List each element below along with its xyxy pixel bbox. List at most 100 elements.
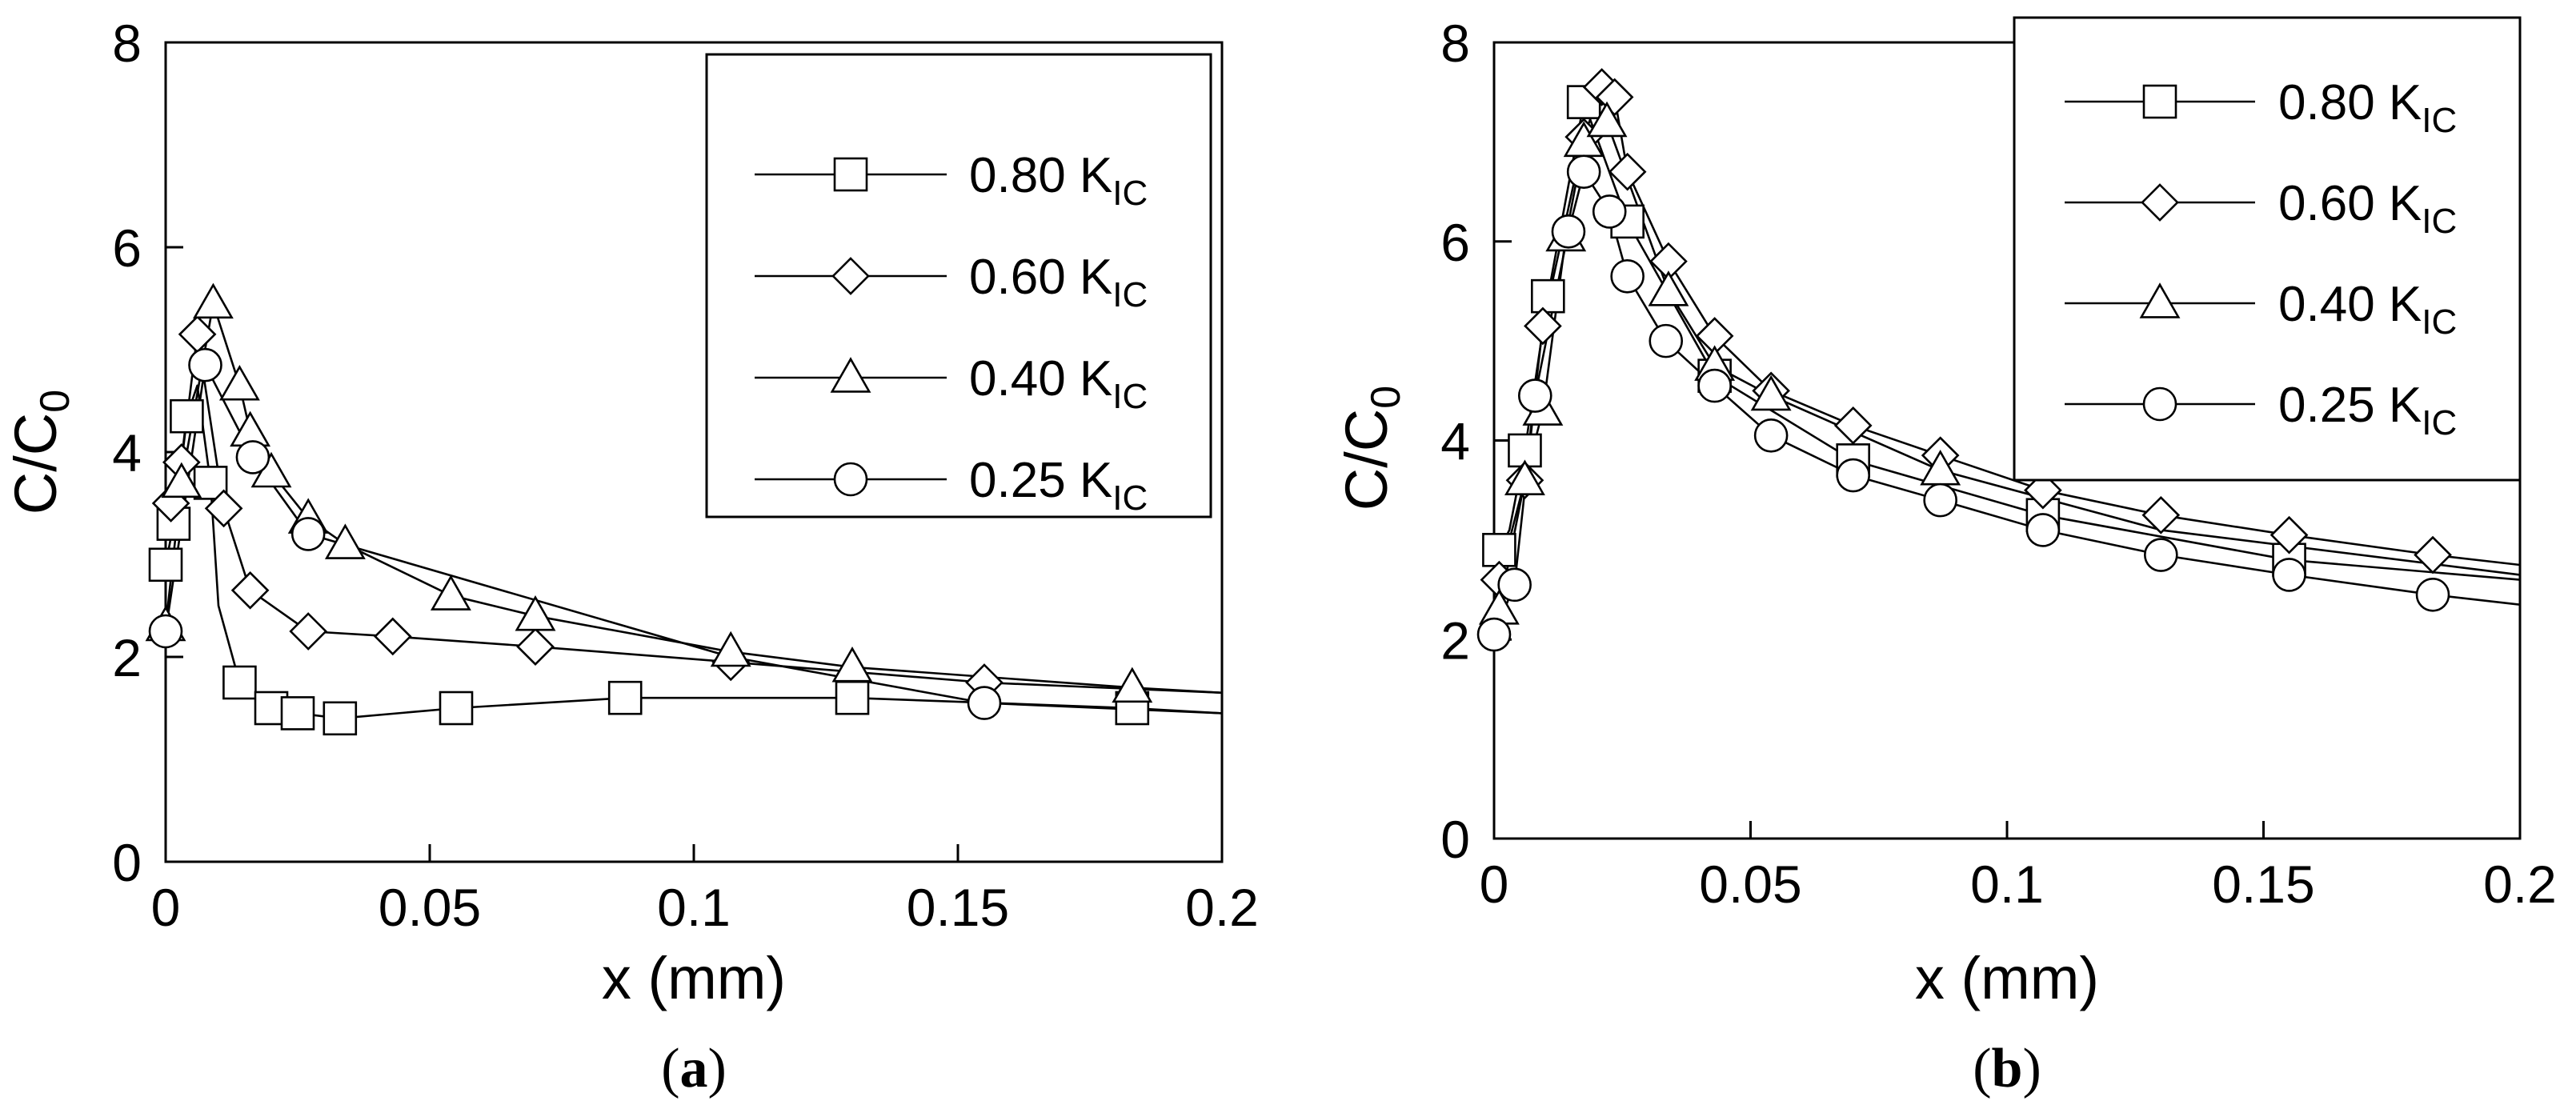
data-point-diamond — [1524, 306, 1562, 346]
data-point-square — [222, 665, 257, 700]
legend-label-main: 0.80 K — [2278, 75, 2422, 130]
x-tick-label: 0.1 — [657, 878, 731, 937]
legend-label: 0.25 KIC — [2278, 378, 2457, 442]
legend-marker-circle — [833, 462, 868, 497]
panel-label-letter: b — [1992, 1038, 2023, 1099]
y-tick-label: 0 — [1440, 810, 1470, 869]
data-point-triangle — [430, 575, 471, 611]
legend-marker-square — [833, 157, 868, 192]
legend-box — [2013, 16, 2522, 482]
data-point-diamond — [373, 617, 412, 656]
data-point-triangle — [161, 462, 202, 498]
y-axis-label: C/C0 — [1333, 386, 1409, 510]
legend-label: 0.25 KIC — [969, 453, 1148, 518]
y-axis-label: C/C0 — [2, 390, 78, 514]
y-tick-label: 4 — [1440, 412, 1470, 471]
legend-label-subscript: IC — [1112, 275, 1148, 314]
data-point-circle — [967, 686, 1002, 720]
data-point-diamond — [2141, 495, 2181, 534]
x-tick-label: 0 — [151, 878, 181, 937]
data-point-circle — [188, 347, 222, 382]
legend-marker-circle — [2142, 386, 2177, 422]
legend-label-subscript: IC — [2422, 101, 2457, 140]
legend-marker-diamond — [831, 257, 870, 295]
legend-label: 0.40 KIC — [969, 351, 1148, 416]
legend-label-subscript: IC — [2422, 403, 2457, 442]
legend-label: 0.80 KIC — [969, 148, 1148, 213]
legend-label-subscript: IC — [1112, 174, 1148, 213]
data-point-circle — [1649, 323, 1684, 358]
data-point-circle — [1551, 214, 1586, 249]
x-tick-label: 0.2 — [2483, 855, 2557, 914]
data-point-diamond — [2414, 535, 2452, 575]
x-axis-label: x (mm) — [602, 945, 786, 1011]
data-point-diamond — [516, 627, 555, 667]
legend-marker-triangle — [2139, 282, 2181, 318]
panel-label-letter: a — [680, 1038, 708, 1099]
y-tick-label: 6 — [112, 218, 142, 278]
data-point-square — [1482, 533, 1516, 567]
data-point-square — [1531, 278, 1565, 314]
legend-label-main: 0.25 K — [2278, 378, 2422, 433]
panel-label-close: ) — [2022, 1038, 2041, 1099]
data-point-square — [323, 701, 358, 736]
data-point-circle — [1517, 378, 1552, 413]
x-axis-label: x (mm) — [1915, 945, 2099, 1011]
legend-label-main: 0.40 K — [969, 351, 1112, 406]
x-tick-label: 0.1 — [1970, 855, 2044, 914]
data-point-triangle — [1112, 667, 1153, 703]
data-point-circle — [1592, 194, 1627, 229]
legend-marker-square — [2142, 84, 2177, 119]
legend-label: 0.80 KIC — [2278, 75, 2457, 140]
data-point-square — [439, 691, 474, 726]
panel-label: (a) — [661, 1038, 727, 1099]
data-point-circle — [1923, 482, 1957, 518]
data-point-square — [170, 398, 204, 434]
legend-label: 0.60 KIC — [2278, 176, 2457, 241]
legend-label: 0.40 KIC — [2278, 277, 2457, 342]
panel-label: (b) — [1973, 1038, 2041, 1099]
data-point-diamond — [1833, 406, 1873, 445]
y-axis-label-main: C/C — [2, 413, 69, 514]
data-point-diamond — [1608, 152, 1647, 191]
data-point-triangle — [324, 523, 366, 559]
data-point-triangle — [192, 282, 234, 319]
data-point-diamond — [2024, 470, 2062, 510]
data-point-diamond — [204, 489, 243, 528]
legend-label-main: 0.40 K — [2278, 277, 2422, 332]
data-point-circle — [1610, 258, 1645, 294]
legend-label-main: 0.80 K — [969, 148, 1112, 203]
data-point-circle — [1697, 368, 1732, 403]
data-point-diamond — [2270, 515, 2309, 554]
x-tick-label: 0.15 — [907, 878, 1009, 937]
legend-label: 0.60 KIC — [969, 250, 1148, 314]
legend-label-subscript: IC — [1112, 377, 1148, 416]
y-tick-label: 4 — [112, 423, 142, 482]
y-axis-label-subscript: 0 — [1363, 386, 1409, 409]
data-point-square — [148, 547, 183, 583]
legend-label-subscript: IC — [2422, 202, 2457, 241]
x-tick-label: 0.15 — [2212, 855, 2314, 914]
data-point-triangle — [218, 364, 260, 401]
data-point-circle — [1566, 154, 1601, 189]
data-point-triangle — [1586, 101, 1628, 138]
y-tick-label: 2 — [1440, 611, 1470, 670]
data-point-square — [835, 680, 870, 715]
data-point-circle — [235, 440, 270, 474]
data-point-circle — [148, 614, 183, 649]
y-axis-label-main: C/C — [1333, 409, 1400, 510]
data-point-circle — [1753, 418, 1789, 453]
data-point-triangle — [710, 631, 751, 667]
data-point-square — [280, 696, 315, 731]
data-point-triangle — [1750, 374, 1792, 411]
panel-label-open: ( — [661, 1038, 679, 1099]
data-point-diamond — [230, 571, 270, 610]
legend-marker-diamond — [2141, 183, 2179, 222]
data-point-triangle — [515, 595, 556, 631]
y-tick-label: 2 — [112, 628, 142, 687]
legend-label-subscript: IC — [2422, 302, 2457, 342]
legend-marker-triangle — [830, 357, 871, 393]
